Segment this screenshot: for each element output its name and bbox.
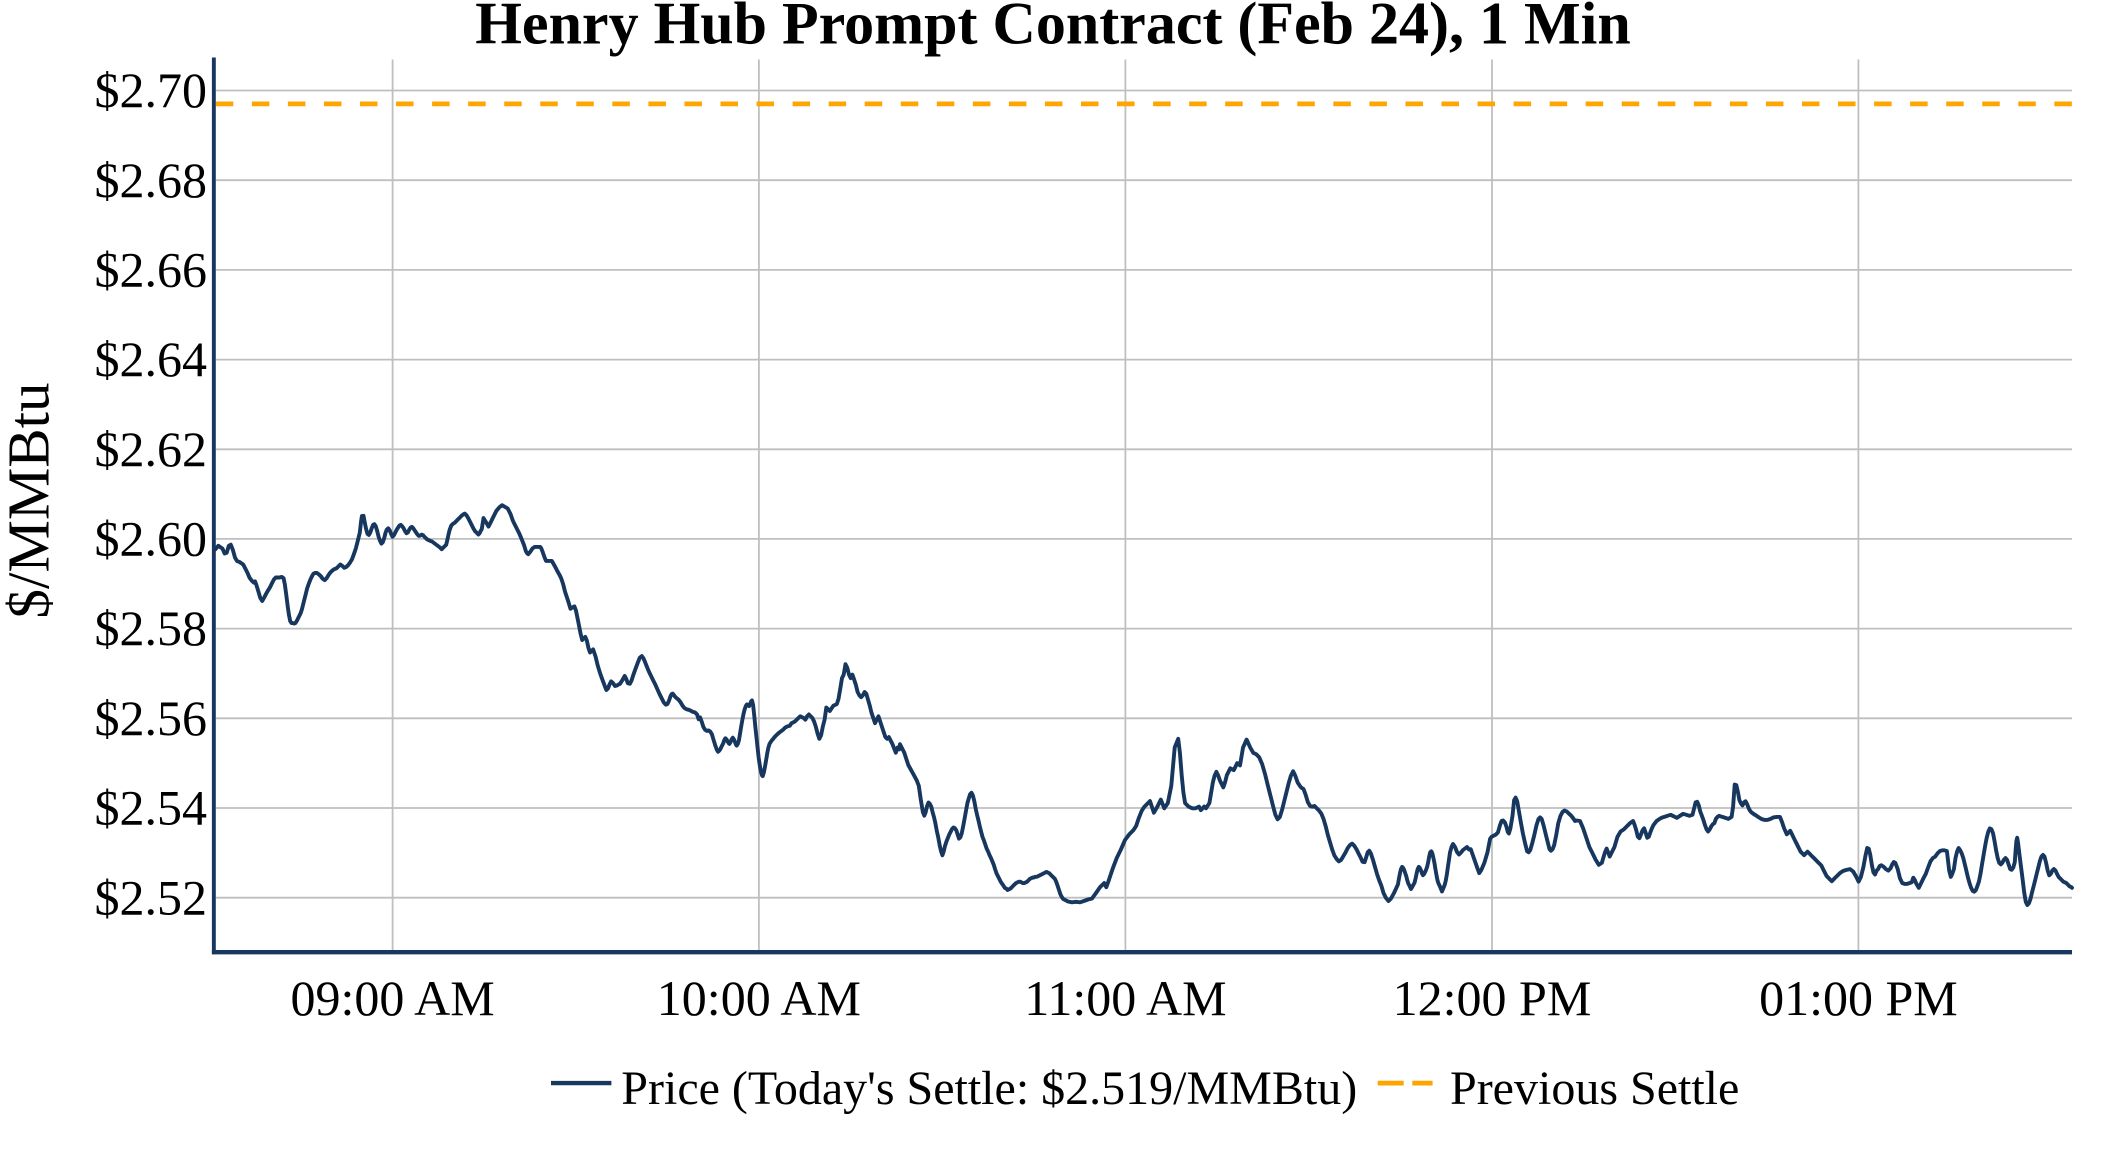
svg-text:09:00 AM: 09:00 AM bbox=[290, 970, 494, 1026]
svg-text:$2.58: $2.58 bbox=[95, 600, 208, 656]
svg-text:$2.68: $2.68 bbox=[95, 152, 208, 208]
svg-text:01:00 PM: 01:00 PM bbox=[1759, 970, 1958, 1026]
svg-text:Previous Settle: Previous Settle bbox=[1450, 1062, 1739, 1115]
svg-text:10:00 AM: 10:00 AM bbox=[657, 970, 861, 1026]
svg-text:$2.56: $2.56 bbox=[95, 690, 208, 746]
svg-text:$2.54: $2.54 bbox=[95, 780, 208, 836]
svg-text:$2.62: $2.62 bbox=[95, 421, 208, 477]
svg-text:$2.52: $2.52 bbox=[95, 869, 208, 925]
svg-text:$2.60: $2.60 bbox=[95, 511, 208, 567]
svg-text:$2.66: $2.66 bbox=[95, 242, 208, 298]
svg-text:Henry Hub Prompt Contract (Feb: Henry Hub Prompt Contract (Feb 24), 1 Mi… bbox=[475, 0, 1630, 57]
svg-text:Price (Today's Settle: $2.519/: Price (Today's Settle: $2.519/MMBtu) bbox=[621, 1062, 1357, 1115]
svg-text:12:00 PM: 12:00 PM bbox=[1393, 970, 1592, 1026]
svg-text:11:00 AM: 11:00 AM bbox=[1024, 970, 1226, 1026]
svg-text:$/MMBtu: $/MMBtu bbox=[0, 382, 62, 618]
svg-text:$2.70: $2.70 bbox=[95, 62, 208, 118]
svg-text:$2.64: $2.64 bbox=[95, 331, 208, 387]
